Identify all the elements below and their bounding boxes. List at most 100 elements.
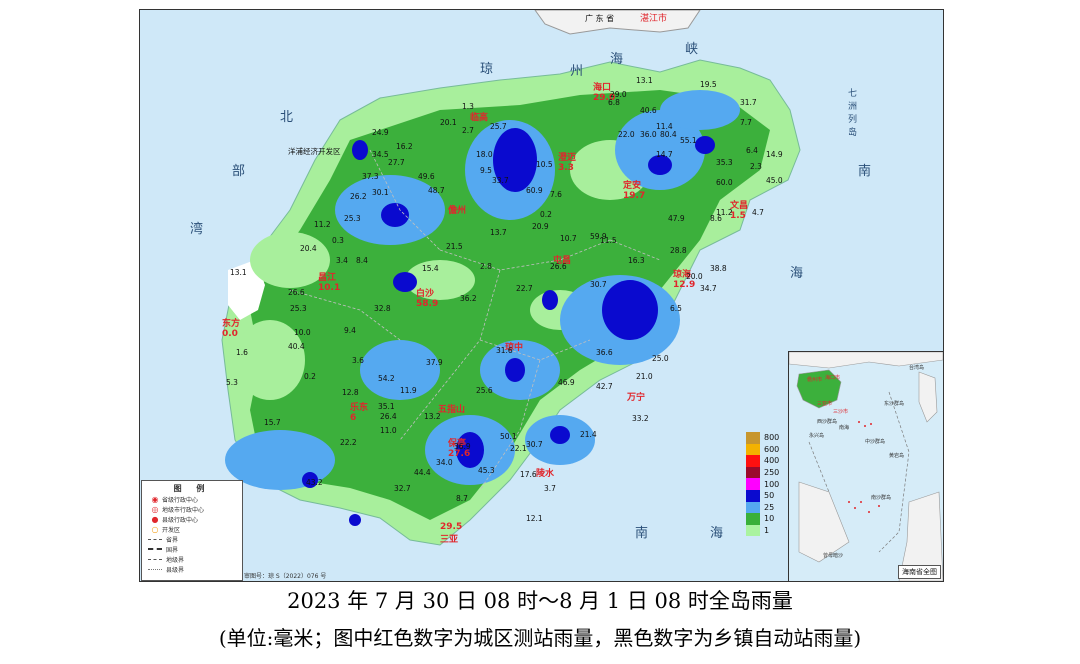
station-value: 32.8 xyxy=(374,304,391,313)
station-value: 33.2 xyxy=(632,414,649,423)
colorbar-step: 800 xyxy=(746,432,779,444)
station-value: 1.6 xyxy=(236,348,248,357)
station-value: 38.8 xyxy=(710,264,727,273)
city-lingao: 临高 xyxy=(470,113,489,123)
sea-label-dao: 岛 xyxy=(848,128,858,138)
station-value: 32.7 xyxy=(394,484,411,493)
colorbar-step: 600 xyxy=(746,443,779,456)
colorbar-swatch xyxy=(746,443,760,456)
station-value: 45.3 xyxy=(478,466,495,475)
inset-city-haikou: 海口市 xyxy=(825,375,841,381)
station-value: 30.1 xyxy=(372,188,389,197)
station-value: 16.3 xyxy=(628,256,645,265)
rain-core-7 xyxy=(505,358,525,382)
sea-label-xia: 峡 xyxy=(685,42,699,57)
rain-patch-light-4 xyxy=(235,320,305,400)
station-value: 13.7 xyxy=(490,228,507,237)
rain-core-5 xyxy=(695,136,715,154)
inset-city-sanya: 三亚市 xyxy=(817,401,833,407)
colorbar-label: 10 xyxy=(764,514,775,524)
city-baoting: 保亭 27.6 xyxy=(448,439,471,459)
colorbar-label: 50 xyxy=(764,491,775,501)
station-value: 2.8 xyxy=(480,262,492,271)
colorbar-swatch xyxy=(746,524,760,537)
station-value: 12.8 xyxy=(342,388,359,397)
station-value: 0.2 xyxy=(304,372,316,381)
colorbar-swatch xyxy=(746,432,760,444)
inset-nanhai: 南海 xyxy=(839,425,850,431)
station-value: 33.7 xyxy=(492,176,509,185)
station-value: 44.4 xyxy=(414,468,431,477)
station-value: 21.4 xyxy=(580,430,597,439)
colorbar-swatch xyxy=(746,501,760,514)
station-value: 60.9 xyxy=(526,186,543,195)
station-value: 3.6 xyxy=(352,356,364,365)
station-value: 40.6 xyxy=(640,106,657,115)
station-value: 2.3 xyxy=(750,162,762,171)
rain-patch-blue-3 xyxy=(615,110,705,190)
colorbar-swatch xyxy=(746,466,760,479)
station-value: 20.9 xyxy=(532,222,549,231)
station-value: 40.4 xyxy=(288,342,305,351)
station-value: 9.5 xyxy=(480,166,492,175)
rain-core-9 xyxy=(393,272,417,292)
station-value: 19.5 xyxy=(700,80,717,89)
station-value: 25.0 xyxy=(652,354,669,363)
city-chengmai: 澄迈 3.3 xyxy=(558,153,577,173)
station-value: 3.4 xyxy=(336,256,348,265)
station-value: 3.7 xyxy=(544,484,556,493)
rain-band-lt1 xyxy=(228,260,265,320)
sea-label-hai-south: 海 xyxy=(710,526,724,541)
station-value: 1.3 xyxy=(462,102,474,111)
station-value: 22.1 xyxy=(510,444,527,453)
inset-zengmu: 曾母暗沙 xyxy=(823,553,844,559)
station-value: 27.7 xyxy=(388,158,405,167)
legend-item: 县级界 xyxy=(142,564,242,574)
station-value: 10.7 xyxy=(560,234,577,243)
city-tunchang: 屯昌 xyxy=(553,256,572,266)
city-dongfang: 东方 0.0 xyxy=(222,319,241,339)
legend-item: ○ 开发区 xyxy=(142,524,242,534)
station-value: 43.2 xyxy=(306,478,323,487)
inset-yongxing: 永兴岛 xyxy=(809,433,825,439)
inset-nansha: 南沙群岛 xyxy=(871,495,892,501)
station-value: 7.6 xyxy=(550,190,562,199)
station-value: 80.4 xyxy=(660,130,677,139)
station-value: 7.7 xyxy=(740,118,752,127)
station-value: 15.7 xyxy=(264,418,281,427)
station-value: 37.9 xyxy=(426,358,443,367)
station-value: 6.5 xyxy=(670,304,682,313)
rain-core-2 xyxy=(381,203,409,227)
station-value: 11.9 xyxy=(400,386,417,395)
provincial-capital-icon: ◉ xyxy=(151,494,159,504)
station-value: 24.9 xyxy=(372,128,389,137)
rain-core-12 xyxy=(302,472,318,488)
county-boundaries xyxy=(289,149,661,491)
rain-patch-blue-8 xyxy=(360,340,440,400)
station-value: 6.8 xyxy=(608,98,620,107)
inset-taiwan: 台湾岛 xyxy=(909,365,925,371)
station-value: 28.8 xyxy=(670,246,687,255)
prefecture-city-icon: ◎ xyxy=(151,504,159,514)
province-border-icon xyxy=(148,538,162,540)
inset-xisha: 西沙群岛 xyxy=(817,419,838,425)
station-value: 20.4 xyxy=(300,244,317,253)
legend-item: ◉ 省级行政中心 xyxy=(142,494,242,504)
colorbar-swatch xyxy=(746,489,760,502)
city-baisha: 白沙 58.9 xyxy=(416,289,439,309)
colorbar-step: 100 xyxy=(746,478,779,490)
colorbar-label: 800 xyxy=(764,433,780,443)
station-value: 35.1 xyxy=(378,402,395,411)
prefecture-border-icon xyxy=(148,558,162,560)
county-center-icon: ● xyxy=(151,514,159,524)
station-value: 8.4 xyxy=(356,256,368,265)
colorbar-step: 400 xyxy=(746,455,779,467)
station-value: 55.1 xyxy=(680,136,697,145)
province-label: 广 东 省 xyxy=(585,14,615,23)
rain-core-3 xyxy=(602,280,658,340)
inset-title: 海南省全图 xyxy=(898,565,941,579)
station-value: 29.0 xyxy=(610,90,627,99)
colorbar-label: 25 xyxy=(764,502,775,512)
sea-label-bu: 部 xyxy=(232,164,246,179)
city-lingshui: 陵水 xyxy=(536,469,555,479)
